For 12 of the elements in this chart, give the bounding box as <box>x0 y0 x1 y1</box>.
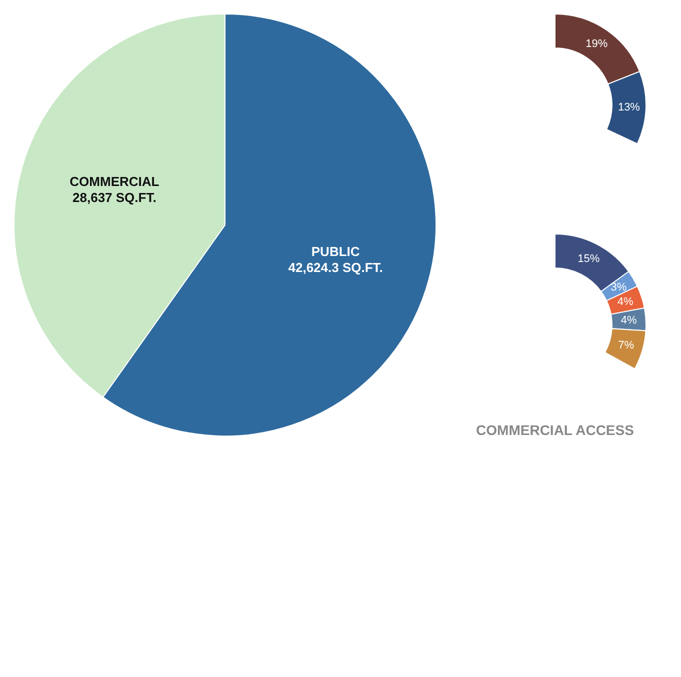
data-label: 13% <box>618 101 640 114</box>
data-label: 4% <box>620 314 638 326</box>
data-label: 4% <box>617 296 634 308</box>
data-label: 3% <box>610 281 627 294</box>
data-label: 19% <box>586 38 608 50</box>
slice-label: PUBLIC <box>311 244 360 260</box>
data-label: 15% <box>578 253 600 266</box>
data-label: 42,624.3 SQ.FT. <box>288 260 383 276</box>
slice-label: COMMERCIAL <box>70 174 160 189</box>
text: COMMERCIAL ACCESS <box>476 422 634 438</box>
data-label: 28,637 SQ.FT. <box>72 190 156 205</box>
data-label: 7% <box>618 340 634 352</box>
